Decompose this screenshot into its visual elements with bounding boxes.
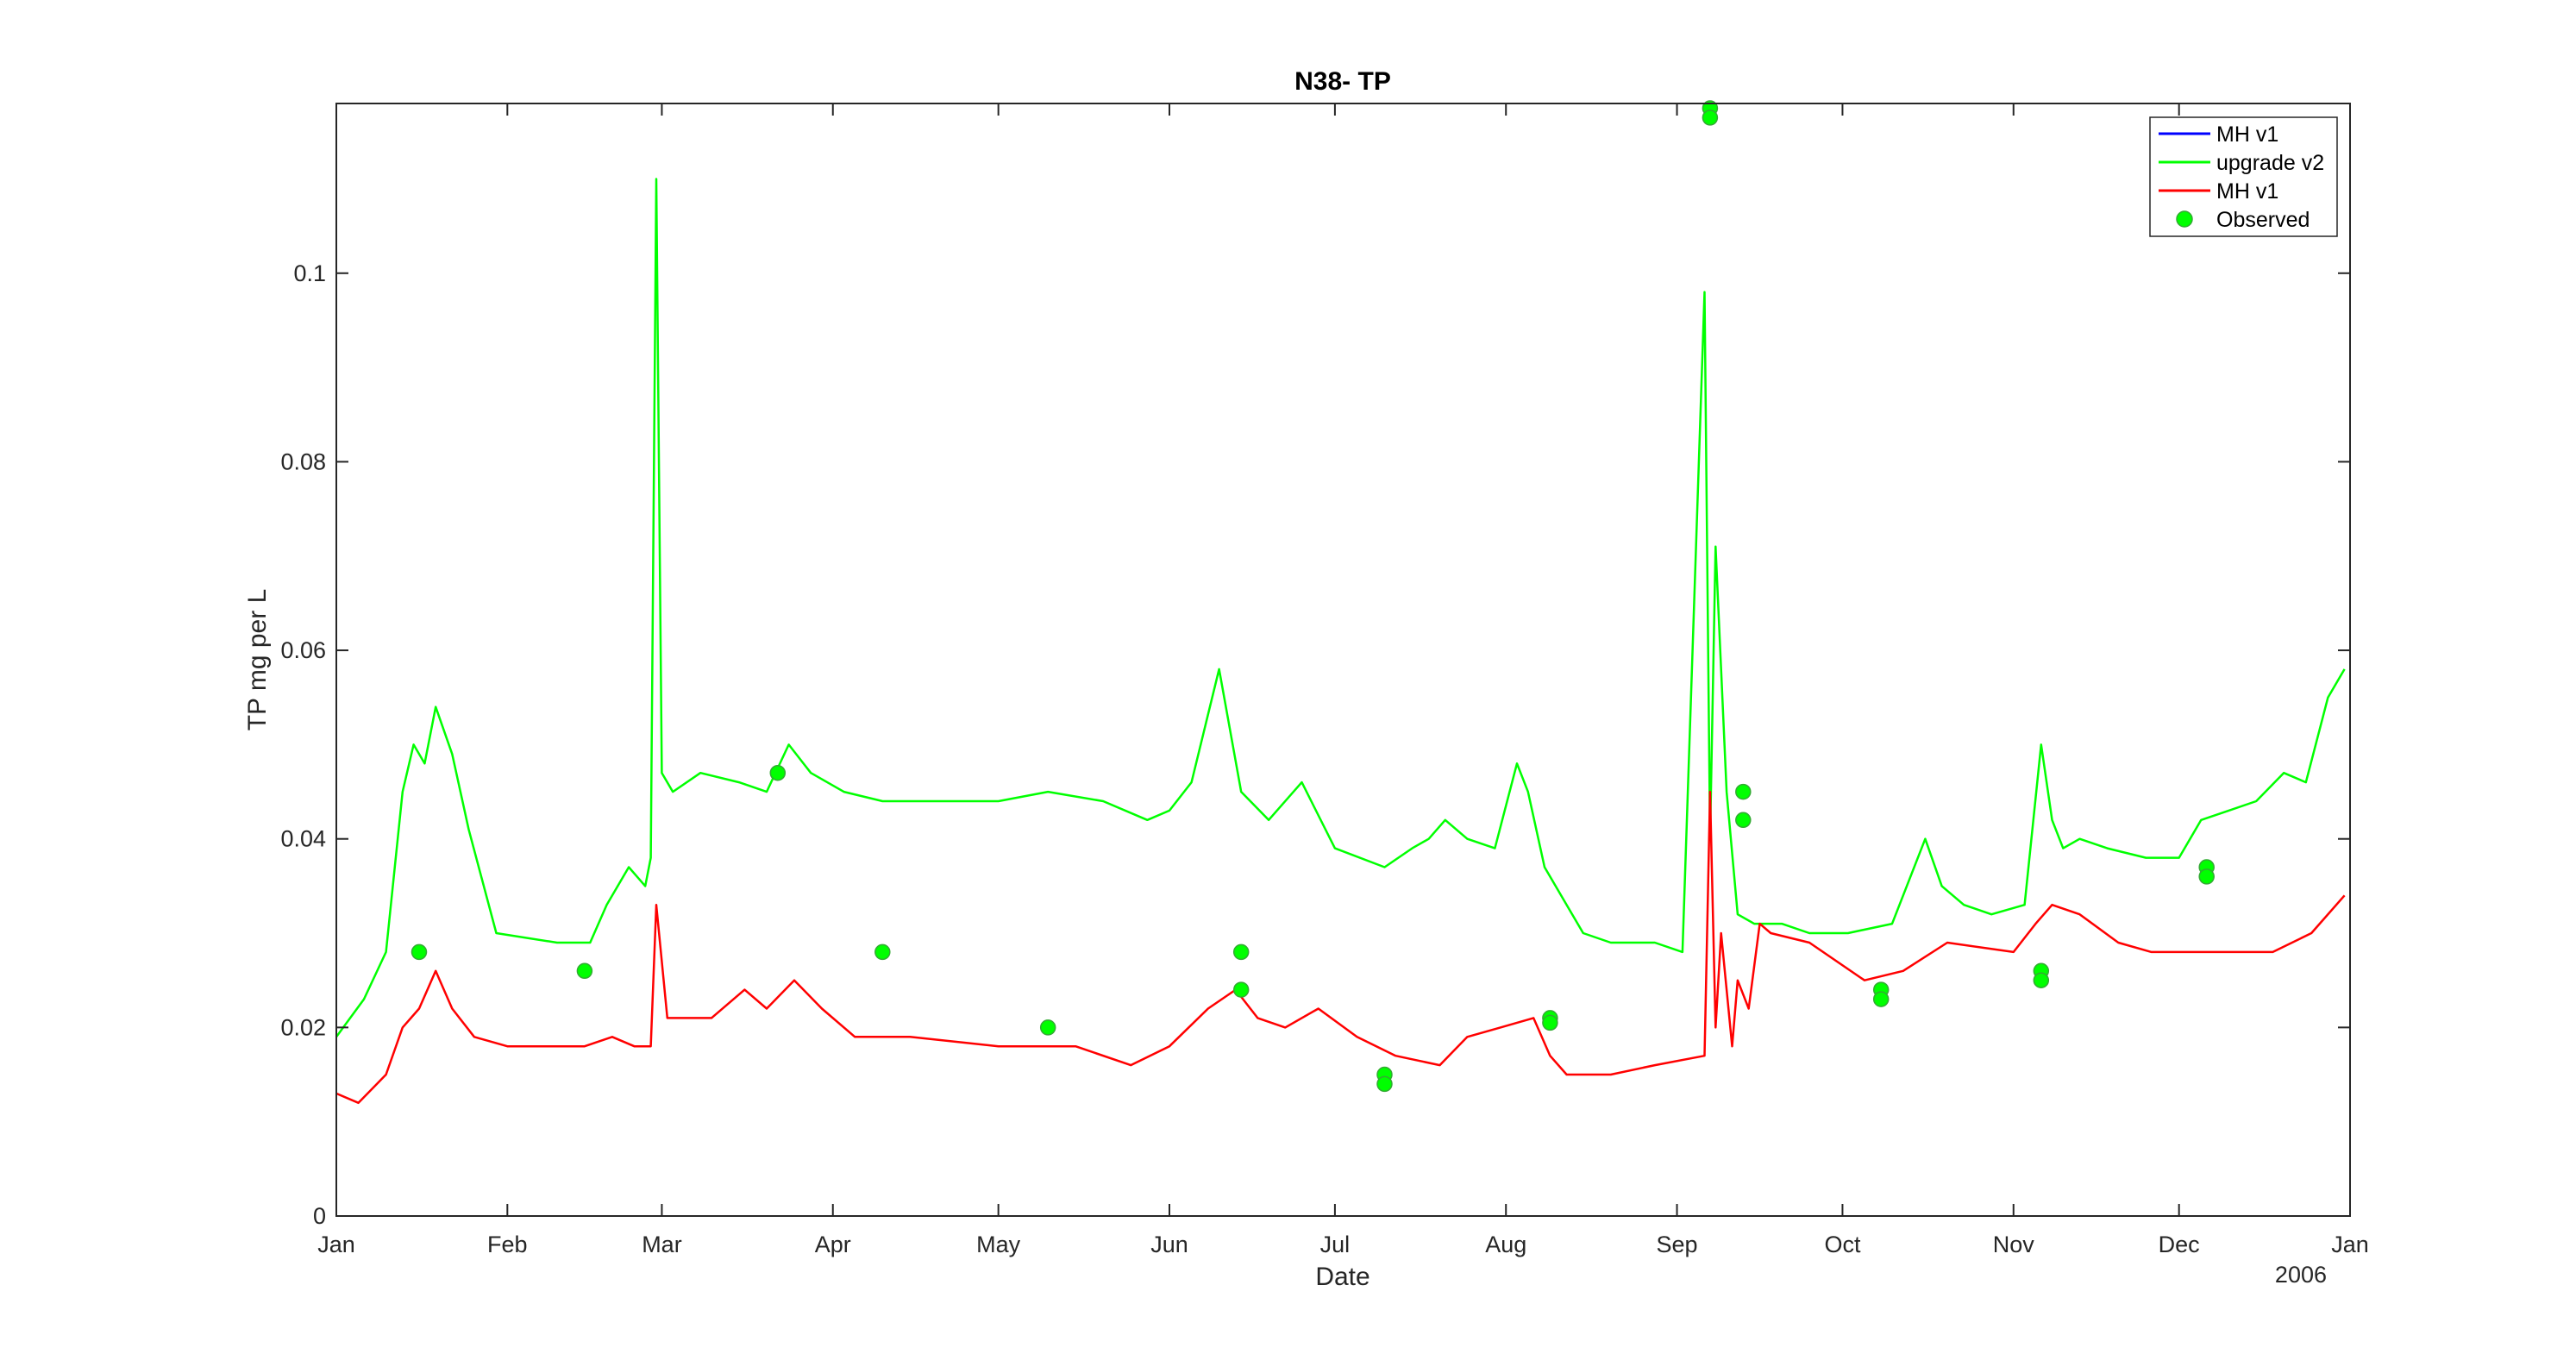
observed-point <box>1039 1019 1056 1036</box>
observed-point <box>1542 1014 1558 1031</box>
plot-area-frame <box>335 103 2351 1217</box>
legend-label-observed: Observed <box>2216 208 2310 232</box>
legend: MH v1 upgrade v2 MH v1 Observed <box>2149 116 2338 237</box>
x-tick-label: Aug <box>1485 1232 1526 1257</box>
x-axis-label: Date <box>1315 1263 1369 1291</box>
observed-markers <box>411 100 2215 1093</box>
observed-point <box>2198 868 2215 885</box>
x-tick-label: Mar <box>642 1232 682 1257</box>
x-tick-label: Feb <box>487 1232 528 1257</box>
x-tick-label: Jun <box>1150 1232 1188 1257</box>
observed-point <box>1872 991 1890 1007</box>
observed-point <box>411 943 428 961</box>
observed-point <box>1702 110 1719 126</box>
x-tick-label: Sep <box>1657 1232 1698 1257</box>
x-tick-label: Jul <box>1320 1232 1351 1257</box>
y-tick-label: 0.08 <box>280 448 326 474</box>
x-tick-label: Nov <box>1993 1232 2035 1257</box>
x-tick-label: Dec <box>2159 1232 2200 1257</box>
x-axis-ticks: Jan Feb Mar Apr May Jun Jul Aug Sep Oct Nov Dec Jan <box>317 103 2369 1257</box>
x-tick-label: Oct <box>1824 1232 1861 1257</box>
legend-label-mh-v1-red: MH v1 <box>2216 179 2278 204</box>
observed-point <box>1735 812 1752 829</box>
year-label: 2006 <box>2275 1262 2327 1288</box>
series-line-upgrade-v2-0 <box>335 178 2346 1038</box>
observed-point <box>874 943 891 961</box>
legend-label-mh-v1-blue: MH v1 <box>2216 122 2278 147</box>
y-tick-label: 0.04 <box>280 826 326 852</box>
observed-point <box>769 764 787 781</box>
y-tick-label: 0 <box>313 1203 326 1229</box>
observed-point <box>2033 972 2050 988</box>
observed-point <box>576 962 593 980</box>
chart-title: N38- TP <box>1294 67 1391 96</box>
series-line-mh-v1-1 <box>335 790 2346 1105</box>
y-tick-label: 0.06 <box>280 637 326 663</box>
x-tick-label: Jan <box>2331 1232 2369 1257</box>
y-tick-label: 0.1 <box>293 260 326 286</box>
observed-point <box>1376 1075 1393 1093</box>
x-tick-label: May <box>976 1232 1021 1257</box>
x-tick-label: Apr <box>815 1232 851 1257</box>
observed-point <box>1735 783 1752 800</box>
legend-label-upgrade-v2: upgrade v2 <box>2216 151 2324 175</box>
y-axis-ticks: 0 0.02 0.04 0.06 0.08 0.1 <box>280 260 2350 1229</box>
series-layer <box>335 178 2346 1105</box>
y-tick-label: 0.02 <box>280 1014 326 1040</box>
observed-point <box>1232 943 1250 961</box>
y-axis-label: TP mg per L <box>243 589 272 731</box>
legend-swatch-observed <box>2176 210 2193 228</box>
x-tick-label: Jan <box>317 1232 355 1257</box>
observed-point <box>1232 981 1250 998</box>
